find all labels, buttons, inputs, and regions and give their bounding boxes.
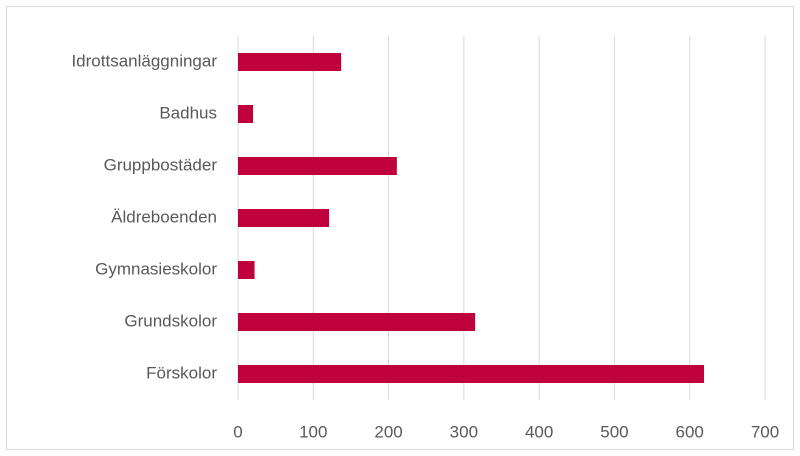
bar [238, 261, 255, 279]
x-tick-label: 200 [374, 422, 402, 441]
y-tick-label: Äldreboenden [111, 207, 217, 226]
x-tick-label: 300 [450, 422, 478, 441]
x-tick-label: 0 [233, 422, 242, 441]
bar [238, 365, 705, 383]
bar [238, 157, 397, 175]
y-tick-label: Idrottsanläggningar [71, 51, 217, 70]
x-tick-label: 100 [299, 422, 327, 441]
y-tick-label: Gruppbostäder [104, 155, 218, 174]
x-tick-label: 600 [676, 422, 704, 441]
x-tick-label: 700 [751, 422, 779, 441]
y-tick-label: Förskolor [146, 363, 217, 382]
chart-border [6, 6, 794, 450]
y-tick-label: Grundskolor [124, 311, 217, 330]
bar [238, 105, 254, 123]
y-tick-label: Gymnasieskolor [95, 259, 217, 278]
bar [238, 313, 476, 331]
x-tick-label: 500 [600, 422, 628, 441]
bar [238, 53, 342, 71]
x-tick-label: 400 [525, 422, 553, 441]
bar [238, 209, 330, 227]
y-tick-label: Badhus [159, 103, 217, 122]
